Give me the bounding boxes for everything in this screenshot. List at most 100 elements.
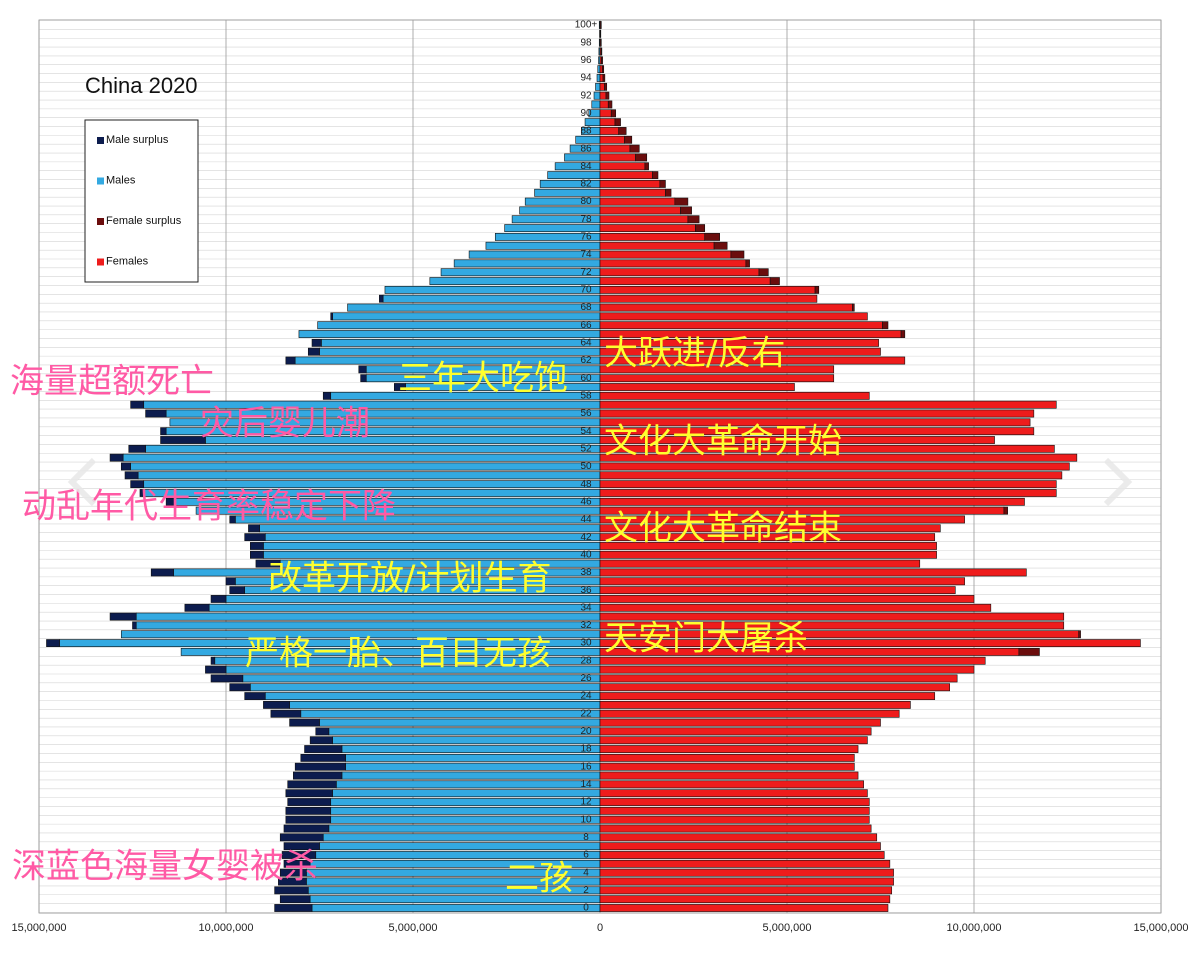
surplus-bar bbox=[245, 692, 266, 699]
surplus-bar bbox=[652, 172, 658, 179]
age-label: 88 bbox=[580, 126, 592, 137]
surplus-bar bbox=[601, 21, 602, 28]
bar bbox=[600, 172, 652, 179]
bar bbox=[265, 534, 600, 541]
x-tick-label: 0 bbox=[597, 922, 603, 934]
age-label: 56 bbox=[580, 408, 592, 419]
x-tick-label: 5,000,000 bbox=[763, 922, 812, 934]
annotation: 改革开放/计划生育 bbox=[268, 559, 551, 599]
surplus-bar bbox=[714, 242, 727, 249]
bar bbox=[600, 92, 606, 99]
surplus-bar bbox=[131, 401, 144, 408]
age-label: 82 bbox=[580, 179, 592, 190]
age-label: 62 bbox=[580, 355, 592, 366]
surplus-bar bbox=[624, 136, 631, 143]
surplus-bar bbox=[288, 781, 337, 788]
bar bbox=[441, 269, 600, 276]
bar bbox=[600, 463, 1069, 470]
age-label: 2 bbox=[583, 885, 589, 896]
age-label: 74 bbox=[580, 249, 592, 260]
bar bbox=[600, 790, 867, 797]
surplus-bar bbox=[901, 330, 905, 337]
age-label: 92 bbox=[580, 90, 592, 101]
legend-label: Female surplus bbox=[106, 215, 182, 227]
age-label: 60 bbox=[580, 373, 592, 384]
bar bbox=[600, 684, 950, 691]
bar bbox=[146, 445, 600, 452]
bar bbox=[320, 719, 601, 726]
bar bbox=[600, 887, 892, 894]
surplus-bar bbox=[310, 737, 332, 744]
age-label: 30 bbox=[580, 638, 592, 649]
legend-label: Males bbox=[106, 174, 136, 186]
bar bbox=[301, 710, 600, 717]
annotation: 深蓝色海量女婴被杀 bbox=[12, 847, 318, 887]
bar bbox=[600, 180, 660, 187]
bar bbox=[600, 560, 920, 567]
bar bbox=[600, 136, 624, 143]
bar bbox=[600, 834, 877, 841]
bar bbox=[600, 242, 714, 249]
surplus-bar bbox=[286, 816, 331, 823]
bar bbox=[385, 286, 600, 293]
surplus-bar bbox=[288, 798, 331, 805]
surplus-bar bbox=[133, 622, 137, 629]
age-label: 8 bbox=[583, 832, 589, 843]
age-label: 64 bbox=[580, 338, 592, 349]
bar bbox=[600, 207, 680, 214]
bar bbox=[600, 481, 1056, 488]
bar bbox=[123, 454, 600, 461]
bar bbox=[321, 339, 600, 346]
bar bbox=[136, 622, 600, 629]
bar bbox=[600, 816, 869, 823]
surplus-bar bbox=[308, 348, 319, 355]
surplus-bar bbox=[295, 763, 345, 770]
legend-label: Females bbox=[106, 255, 149, 267]
bar bbox=[348, 304, 600, 311]
age-label: 26 bbox=[580, 673, 592, 684]
bar bbox=[600, 851, 884, 858]
bar bbox=[136, 613, 600, 620]
surplus-bar bbox=[290, 719, 320, 726]
age-label: 50 bbox=[580, 461, 592, 472]
age-label: 58 bbox=[580, 391, 592, 402]
surplus-bar bbox=[230, 587, 245, 594]
bar bbox=[600, 83, 604, 90]
age-label: 14 bbox=[580, 779, 592, 790]
bar bbox=[320, 348, 601, 355]
bar bbox=[333, 313, 600, 320]
age-label: 72 bbox=[580, 267, 592, 278]
x-tick-label: 5,000,000 bbox=[389, 922, 438, 934]
surplus-bar bbox=[275, 904, 312, 911]
age-label: 44 bbox=[580, 514, 592, 525]
bar bbox=[600, 860, 890, 867]
bar bbox=[600, 772, 858, 779]
surplus-bar bbox=[611, 110, 615, 117]
bar bbox=[600, 701, 910, 708]
surplus-bar bbox=[688, 216, 699, 223]
bar bbox=[600, 472, 1062, 479]
bar bbox=[454, 260, 600, 267]
surplus-bar bbox=[680, 207, 691, 214]
bar bbox=[600, 878, 894, 885]
bar bbox=[600, 904, 888, 911]
bar bbox=[600, 119, 615, 126]
surplus-bar bbox=[882, 322, 888, 329]
surplus-bar bbox=[226, 578, 235, 585]
age-label: 0 bbox=[583, 903, 589, 914]
surplus-bar bbox=[645, 163, 649, 170]
bar bbox=[600, 666, 974, 673]
surplus-bar bbox=[110, 454, 123, 461]
bar bbox=[600, 401, 1056, 408]
age-label: 52 bbox=[580, 443, 592, 454]
legend-swatch bbox=[97, 259, 104, 266]
age-label: 40 bbox=[580, 549, 592, 560]
age-label: 28 bbox=[580, 655, 592, 666]
legend-swatch bbox=[97, 178, 104, 185]
annotation: 海量超额死亡 bbox=[10, 362, 214, 402]
bar bbox=[598, 66, 600, 73]
bar bbox=[600, 710, 899, 717]
bar bbox=[600, 286, 815, 293]
age-label: 80 bbox=[580, 196, 592, 207]
